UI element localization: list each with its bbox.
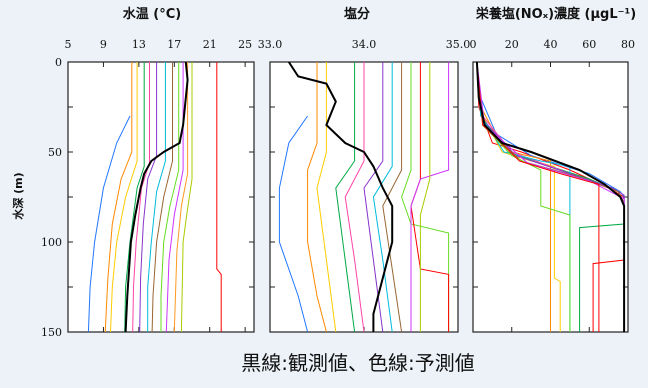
forecast-line-8 <box>382 62 403 332</box>
forecast-line-2 <box>87 115 131 332</box>
forecast-line-4 <box>110 62 138 332</box>
x-tick-label: 17 <box>167 38 181 51</box>
forecast-line-3 <box>104 62 133 332</box>
forecast-line-9 <box>401 62 450 332</box>
forecast-line-13 <box>180 62 193 332</box>
observed-line <box>287 62 394 332</box>
forecast-line-6 <box>363 62 384 332</box>
x-tick-label: 0 <box>470 38 477 51</box>
x-tick-label: 80 <box>621 38 635 51</box>
caption: 黒線:観測値、色線:予測値 <box>241 351 474 375</box>
x-tick-label: 5 <box>65 38 72 51</box>
forecast-line-5 <box>344 62 365 332</box>
x-tick-label: 13 <box>132 38 146 51</box>
forecast-line-3 <box>316 62 337 332</box>
x-tick-label: 25 <box>238 38 252 51</box>
forecast-line-11 <box>165 62 184 332</box>
panel-title-salinity: 塩分 <box>344 6 370 22</box>
panel-title-nutrients: 栄養塩(NOₓ)濃度 (μgL⁻¹) <box>475 6 636 22</box>
x-tick-label: 34.0 <box>352 38 377 51</box>
observed-line <box>475 62 626 332</box>
forecast-line-6 <box>132 62 150 332</box>
x-tick-label: 35.0 <box>446 38 471 51</box>
panel-temperature: 5 9 13 17 21 25 0 50 100 150 <box>41 38 255 339</box>
y-tick-label: 150 <box>41 326 62 339</box>
panel-nutrients: 0 20 40 60 80 <box>470 38 635 333</box>
forecast-line-2 <box>307 62 327 332</box>
y-tick-label: 0 <box>55 56 62 69</box>
x-tick-label: 9 <box>100 38 107 51</box>
observed-line <box>124 62 189 332</box>
panel-salinity: 33.0 34.0 35.0 <box>258 38 471 333</box>
forecast-line-7 <box>139 62 158 332</box>
x-tick-label: 60 <box>582 38 596 51</box>
forecast-line-1 <box>278 115 309 332</box>
forecast-line-9 <box>151 62 173 332</box>
forecast-line-10 <box>410 62 450 332</box>
forecast-line-12 <box>173 62 189 332</box>
forecast-line-12 <box>419 62 431 332</box>
forecast-line-11 <box>410 62 450 332</box>
forecast-line-4 <box>335 62 356 332</box>
panel-title-temperature: 水温 (°C) <box>123 6 181 22</box>
x-tick-label: 20 <box>505 38 519 51</box>
y-axis-label: 水深 (m) <box>11 172 25 219</box>
x-tick-label: 21 <box>203 38 217 51</box>
forecast-line-1 <box>216 62 222 332</box>
x-tick-label: 33.0 <box>258 38 283 51</box>
y-tick-label: 50 <box>48 146 62 159</box>
y-tick-label: 100 <box>41 236 62 249</box>
forecast-line-10 <box>160 62 180 332</box>
forecast-line-7 <box>372 62 393 332</box>
forecast-line-5 <box>124 62 145 332</box>
x-tick-label: 40 <box>544 38 558 51</box>
forecast-line-8 <box>147 62 166 332</box>
